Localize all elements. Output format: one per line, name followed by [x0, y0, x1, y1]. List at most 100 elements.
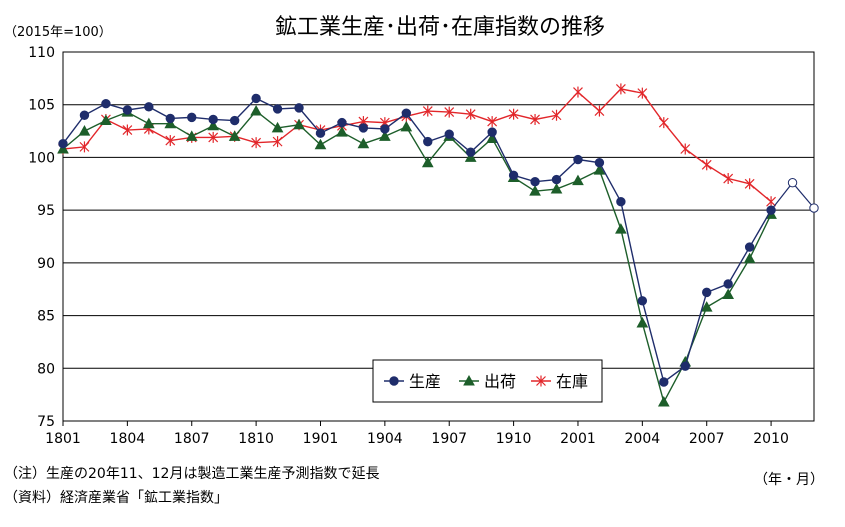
- x-tick-label: 1904: [367, 431, 403, 447]
- y-tick-label: 85: [37, 309, 55, 325]
- data-point: [250, 105, 262, 116]
- y-tick-label: 105: [28, 98, 55, 114]
- data-point: [702, 287, 712, 298]
- data-point: [723, 279, 733, 289]
- data-point: [637, 296, 648, 306]
- data-point: [700, 301, 713, 312]
- data-point: [165, 135, 176, 147]
- data-point: [358, 123, 369, 133]
- data-point: [380, 124, 390, 134]
- data-point: [616, 197, 626, 207]
- series-line-inventory: [62, 88, 772, 203]
- x-tick-label: 2007: [689, 431, 725, 447]
- unit-label: （2015年=100）: [4, 25, 112, 40]
- data-point: [379, 130, 391, 141]
- data-point: [465, 147, 476, 157]
- x-tick-label: 1807: [174, 431, 210, 447]
- data-point: [594, 158, 605, 168]
- data-point: [701, 159, 712, 171]
- data-point: [508, 108, 519, 120]
- x-tick-label: 1804: [110, 431, 146, 447]
- data-point: [615, 83, 626, 95]
- legend-marker-circle-icon: [389, 376, 399, 386]
- data-point: [315, 128, 326, 138]
- legend-label: 出荷: [484, 372, 516, 391]
- data-point: [744, 178, 755, 190]
- legend: 生産 出荷 在庫: [372, 359, 603, 403]
- series-line-shipments: [62, 110, 772, 404]
- data-point: [165, 113, 175, 124]
- data-point: [594, 105, 605, 117]
- data-point: [122, 124, 133, 136]
- data-point: [659, 377, 669, 387]
- data-point: [657, 395, 670, 407]
- legend-label: 在庫: [556, 372, 588, 391]
- x-tick-label: 1801: [45, 431, 81, 447]
- note-1: （注）生産の20年11、12月は製造工業生産予測指数で延長: [4, 466, 379, 482]
- y-tick-label: 80: [37, 361, 55, 377]
- data-point-projected: [787, 178, 798, 188]
- data-point: [422, 105, 433, 117]
- data-point: [637, 87, 648, 99]
- data-point: [680, 361, 690, 371]
- data-point: [723, 173, 734, 185]
- y-tick-label: 110: [28, 45, 55, 61]
- data-point: [293, 118, 305, 130]
- data-point: [400, 120, 413, 132]
- data-point: [144, 102, 154, 112]
- y-tick-label: 90: [37, 256, 55, 272]
- legend-item-production: 生産: [384, 372, 441, 391]
- data-point: [57, 142, 69, 154]
- data-point: [550, 183, 563, 194]
- data-point: [271, 121, 284, 133]
- data-point: [658, 117, 669, 129]
- data-point: [766, 205, 776, 215]
- legend-marker-star-icon: [536, 375, 546, 387]
- data-point: [508, 170, 519, 181]
- chart-title: 鉱工業生産･出荷･在庫指数の推移: [275, 15, 605, 40]
- legend-box: [372, 359, 603, 403]
- data-point: [766, 196, 777, 208]
- data-point-projected: [809, 203, 819, 213]
- series-line-production: [62, 97, 772, 384]
- data-point: [551, 174, 562, 185]
- data-point: [593, 164, 606, 175]
- x-tick-label: 1810: [238, 431, 274, 447]
- data-point: [573, 86, 583, 98]
- data-point: [487, 116, 498, 128]
- data-point: [207, 119, 220, 131]
- y-tick-label: 75: [37, 414, 55, 430]
- data-point: [208, 131, 219, 143]
- legend-item-shipments: 出荷: [459, 372, 516, 391]
- data-point: [401, 108, 412, 118]
- data-point: [229, 115, 240, 126]
- data-point: [100, 114, 112, 126]
- data-point: [421, 156, 434, 168]
- data-point: [79, 141, 90, 153]
- data-point: [572, 174, 584, 186]
- x-tick-label: 1910: [496, 431, 532, 447]
- data-point: [743, 252, 756, 264]
- data-point: [722, 288, 735, 299]
- series-production: [58, 93, 819, 387]
- data-point: [551, 109, 562, 121]
- data-point: [78, 125, 91, 136]
- data-point: [272, 136, 283, 148]
- legend-item-inventory: 在庫: [531, 372, 588, 391]
- data-point: [464, 151, 477, 162]
- data-point: [337, 117, 347, 128]
- data-point: [530, 113, 540, 125]
- data-point: [744, 242, 755, 252]
- data-point: [636, 316, 649, 328]
- data-point: [444, 129, 454, 139]
- data-point: [142, 117, 155, 129]
- data-point: [423, 136, 433, 147]
- data-point: [79, 110, 90, 120]
- data-point: [465, 108, 476, 120]
- y-axis: 75 80 85 90 95 100 105 110: [28, 45, 55, 430]
- note-2: （資料）経済産業省「鉱工業指数」: [4, 489, 228, 506]
- data-point: [529, 185, 541, 196]
- data-point: [228, 130, 241, 141]
- data-point: [615, 223, 627, 234]
